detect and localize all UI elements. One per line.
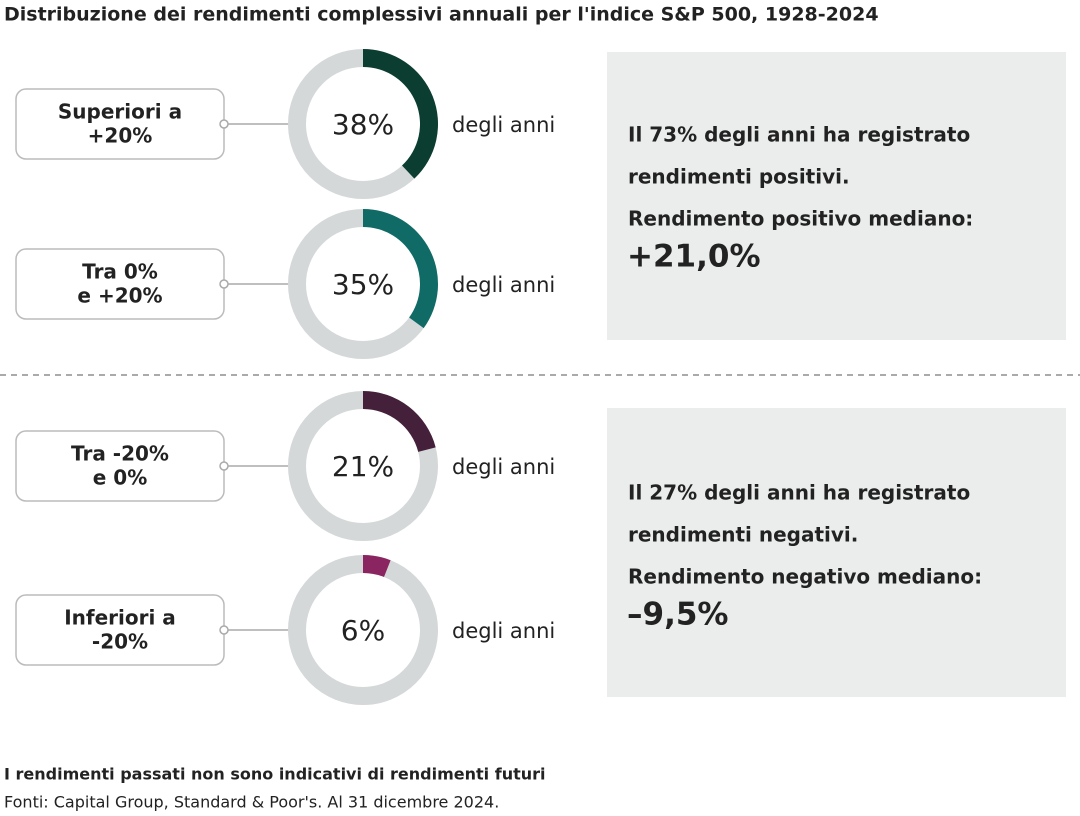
panel-text: Il 73% degli anni ha registrato	[628, 123, 970, 147]
donut-segment	[363, 209, 438, 329]
category-label: Superiori a	[58, 100, 182, 124]
category-label: -20%	[92, 630, 148, 654]
panel-highlight: –9,5%	[627, 597, 728, 633]
category-label: e 0%	[93, 466, 147, 490]
panel	[607, 408, 1066, 697]
donut-label: 6%	[341, 614, 385, 647]
category-label: +20%	[88, 124, 153, 148]
panel-text: Rendimento positivo mediano:	[628, 207, 973, 231]
category-label: Tra -20%	[71, 442, 169, 466]
donut-label: 21%	[332, 450, 394, 483]
caption: degli anni	[452, 113, 555, 137]
category-label: Inferiori a	[64, 606, 176, 630]
title: Distribuzione dei rendimenti complessivi…	[4, 4, 879, 26]
donut-segment	[363, 49, 438, 179]
donut-segment	[363, 391, 436, 452]
donut-label: 38%	[332, 108, 394, 141]
connector-dot	[219, 625, 229, 635]
donut-label: 35%	[332, 268, 394, 301]
panel-highlight: +21,0%	[627, 239, 761, 275]
panel-text: Rendimento negativo mediano:	[628, 565, 982, 589]
caption: degli anni	[452, 619, 555, 643]
donut-segment	[363, 555, 391, 578]
category-label: e +20%	[77, 284, 162, 308]
category-label: Tra 0%	[82, 260, 158, 284]
panel-text: Il 27% degli anni ha registrato	[628, 481, 970, 505]
connector-dot	[219, 461, 229, 471]
panel	[607, 52, 1066, 340]
footnote-bold: I rendimenti passati non sono indicativi…	[4, 765, 546, 784]
caption: degli anni	[452, 273, 555, 297]
panel-text: rendimenti negativi.	[628, 523, 858, 547]
panel-text: rendimenti positivi.	[628, 165, 850, 189]
footnote-sources: Fonti: Capital Group, Standard & Poor's.…	[4, 793, 499, 812]
caption: degli anni	[452, 455, 555, 479]
connector-dot	[219, 119, 229, 129]
connector-dot	[219, 279, 229, 289]
